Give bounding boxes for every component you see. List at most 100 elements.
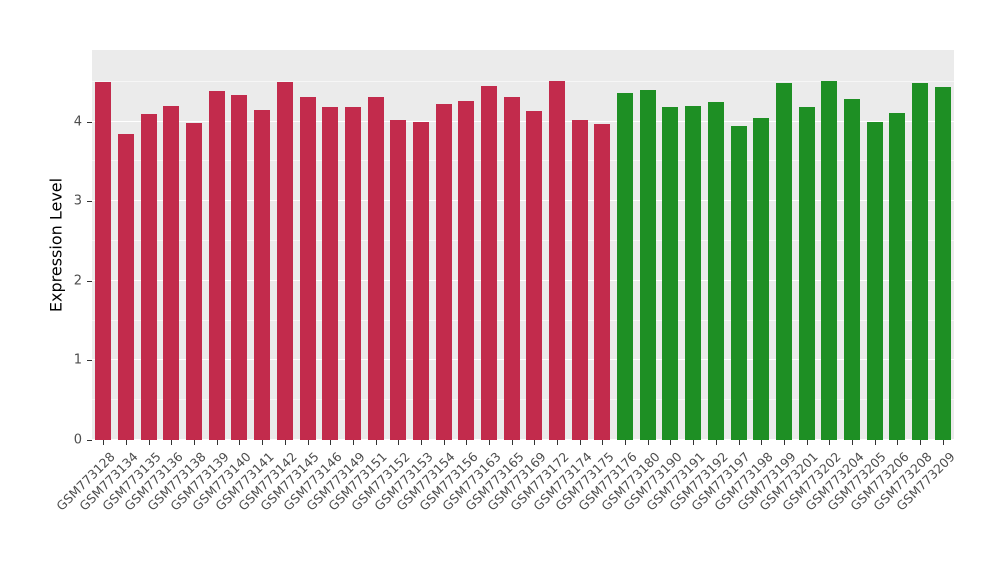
- y-tick-mark: [87, 280, 92, 282]
- x-tick-mark: [693, 440, 695, 445]
- bar: [798, 106, 815, 440]
- x-tick-mark: [375, 440, 377, 445]
- bar: [934, 86, 951, 440]
- gridline-minor: [92, 160, 954, 162]
- bar: [480, 85, 497, 440]
- y-tick-label: 1: [73, 352, 82, 368]
- x-tick-mark: [103, 440, 105, 445]
- gridline-major: [92, 120, 954, 122]
- y-tick-mark: [87, 121, 92, 123]
- bar: [276, 81, 293, 440]
- bar: [458, 100, 475, 440]
- gridline-minor: [92, 80, 954, 82]
- bar: [617, 92, 634, 440]
- bar: [95, 81, 112, 440]
- gridline-minor: [92, 399, 954, 401]
- y-axis: 0 1 2 3 4: [0, 50, 92, 448]
- y-tick-mark: [87, 440, 92, 441]
- x-tick-mark: [829, 440, 831, 445]
- y-tick-mark: [87, 201, 92, 203]
- bar: [911, 83, 928, 440]
- bar: [685, 105, 702, 440]
- x-tick-mark: [239, 440, 241, 445]
- bar: [730, 126, 747, 440]
- x-tick-mark: [171, 440, 173, 445]
- bar: [753, 117, 770, 440]
- x-tick-mark: [761, 440, 763, 445]
- bar: [254, 109, 271, 440]
- gridline-major: [92, 200, 954, 202]
- x-tick-mark: [126, 440, 128, 445]
- y-tick-label: 3: [73, 193, 82, 209]
- bar: [639, 89, 656, 440]
- bar: [118, 133, 135, 440]
- bar: [163, 105, 180, 440]
- x-tick-mark: [511, 440, 513, 445]
- x-tick-mark: [194, 440, 196, 445]
- bar: [140, 113, 157, 440]
- x-tick-mark: [625, 440, 627, 445]
- x-tick-mark: [443, 440, 445, 445]
- x-tick-mark: [919, 440, 921, 445]
- y-tick-label: 4: [73, 114, 82, 130]
- bar: [412, 122, 429, 440]
- x-tick-mark: [534, 440, 536, 445]
- bar: [707, 101, 724, 440]
- y-tick-label: 2: [73, 273, 82, 289]
- bar: [208, 91, 225, 440]
- x-tick-mark: [466, 440, 468, 445]
- x-tick-mark: [874, 440, 876, 445]
- gridline-major: [92, 279, 954, 281]
- y-tick-label: 0: [73, 432, 82, 448]
- bar: [503, 96, 520, 440]
- x-tick-mark: [579, 440, 581, 445]
- x-tick-mark: [851, 440, 853, 445]
- bar: [390, 120, 407, 440]
- bar: [594, 124, 611, 440]
- x-axis: GSM773128 GSM773134 GSM773135 GSM773136 GSM7…: [53, 440, 957, 580]
- x-tick-mark: [783, 440, 785, 445]
- x-tick-mark: [284, 440, 286, 445]
- gridline-minor: [92, 319, 954, 321]
- bar: [186, 123, 203, 440]
- x-tick-mark: [307, 440, 309, 445]
- x-tick-mark: [715, 440, 717, 445]
- x-tick-mark: [897, 440, 899, 445]
- x-tick-mark: [738, 440, 740, 445]
- bar: [662, 106, 679, 440]
- bar: [367, 96, 384, 440]
- gridline-major: [92, 439, 954, 440]
- bar: [571, 120, 588, 440]
- x-tick-mark: [942, 440, 944, 445]
- gridline-minor: [92, 240, 954, 242]
- plot-panel: [92, 50, 954, 440]
- x-tick-mark: [216, 440, 218, 445]
- x-tick-mark: [330, 440, 332, 445]
- x-tick-mark: [647, 440, 649, 445]
- x-tick-mark: [398, 440, 400, 445]
- gridline-major: [92, 359, 954, 361]
- bar: [435, 104, 452, 440]
- bar: [322, 106, 339, 440]
- bar: [843, 99, 860, 440]
- bar: [889, 112, 906, 440]
- bar: [344, 106, 361, 440]
- bar: [299, 96, 316, 440]
- x-tick-mark: [352, 440, 354, 445]
- x-tick-mark: [557, 440, 559, 445]
- bar: [526, 111, 543, 440]
- x-tick-mark: [602, 440, 604, 445]
- x-tick-mark: [262, 440, 264, 445]
- x-tick-mark: [488, 440, 490, 445]
- x-tick-mark: [806, 440, 808, 445]
- bar: [231, 95, 248, 440]
- x-tick-mark: [670, 440, 672, 445]
- y-tick-mark: [87, 360, 92, 362]
- bar: [821, 81, 838, 440]
- x-tick-mark: [148, 440, 150, 445]
- bar: [775, 83, 792, 440]
- bar: [866, 121, 883, 440]
- x-tick-mark: [420, 440, 422, 445]
- bar: [549, 81, 566, 440]
